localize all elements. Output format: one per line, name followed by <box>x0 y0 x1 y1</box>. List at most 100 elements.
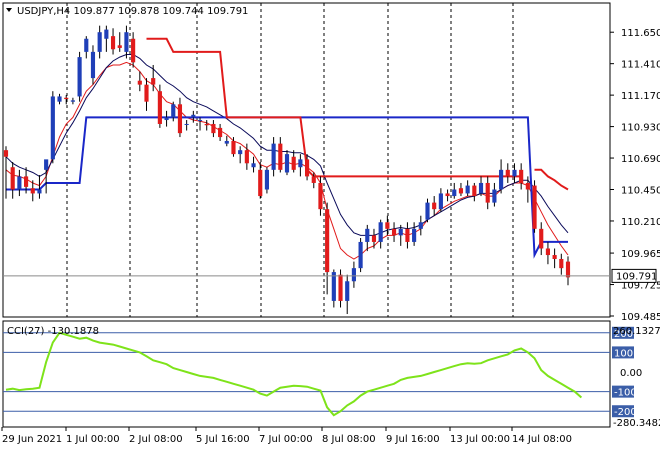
y-tick-label: 111.170 <box>621 91 660 102</box>
bear-candle <box>505 163 510 183</box>
candle-body <box>311 176 316 183</box>
bull-candle <box>57 93 62 105</box>
bull-candle <box>378 219 383 249</box>
candle-body <box>264 169 270 190</box>
bear-candle <box>545 241 551 265</box>
candle-body <box>64 97 69 100</box>
candle-body <box>565 261 571 278</box>
candle-body <box>472 185 477 197</box>
bear-candle <box>291 150 296 173</box>
bear-candle <box>258 161 263 199</box>
x-tick-label: 14 Jul 08:00 <box>512 434 572 445</box>
candle-body <box>23 176 29 187</box>
price-marks <box>3 25 610 315</box>
bull-candle <box>398 224 403 246</box>
bear-candle <box>472 182 477 202</box>
y-tick-label: 109.965 <box>621 249 660 260</box>
bear-candle <box>445 189 450 202</box>
cci-min-label: -280.3482 <box>613 418 660 429</box>
bull-candle <box>44 159 49 194</box>
bear-candle <box>458 182 464 197</box>
y-tick-label: 110.690 <box>621 154 660 165</box>
dropdown-triangle-icon[interactable] <box>6 8 12 12</box>
bear-candle <box>278 137 283 173</box>
bull-candle <box>418 215 423 236</box>
bear-candle <box>385 215 390 236</box>
candle-body <box>164 117 169 121</box>
resistance-step-line <box>146 37 569 191</box>
candle-body <box>151 78 156 85</box>
bull-candle <box>191 110 196 123</box>
bear-candle <box>532 180 537 233</box>
y-tick-label: 111.410 <box>621 60 660 71</box>
candle-body <box>385 222 390 229</box>
y-tick-label: 110.930 <box>621 123 660 134</box>
x-tick-label: 1 Jul 00:00 <box>66 434 120 445</box>
bear-candle <box>485 176 490 210</box>
y-tick-label: 110.210 <box>621 217 660 228</box>
cci-level-label: -100 <box>614 388 637 399</box>
candle-body <box>398 228 403 236</box>
bull-candle <box>17 169 22 197</box>
bull-candle <box>171 101 176 122</box>
candle-body <box>238 150 243 155</box>
candle-body <box>191 114 196 118</box>
bull-candle <box>438 188 443 212</box>
bull-candle <box>264 167 270 194</box>
candle-body <box>512 169 517 177</box>
candle-body <box>184 123 189 125</box>
candle-body <box>57 96 62 102</box>
price-grid <box>66 3 514 427</box>
candle-body <box>438 193 443 210</box>
bull-candle <box>164 110 169 127</box>
cci-level-lines <box>3 332 610 412</box>
bull-candle <box>90 45 96 85</box>
bull-candle <box>70 97 75 105</box>
bull-candle <box>499 159 504 194</box>
candle-body <box>157 91 162 124</box>
bull-candle <box>197 117 203 131</box>
candle-body <box>331 272 336 301</box>
bull-candle <box>351 261 356 288</box>
candle-body <box>131 38 136 63</box>
candle-body <box>291 156 296 170</box>
candle-body <box>545 248 551 256</box>
bull-candle <box>50 91 55 164</box>
bull-candle <box>298 154 303 177</box>
candle-body <box>17 176 22 190</box>
candle-body <box>365 228 370 242</box>
cci-level-label: -200 <box>614 407 637 418</box>
bull-candle <box>84 36 89 59</box>
candle-body <box>445 193 450 197</box>
bull-candle <box>224 135 229 147</box>
candle-body <box>318 182 323 210</box>
bull-candle <box>184 120 189 131</box>
bull-candle <box>124 25 129 59</box>
candle-body <box>278 143 283 170</box>
x-tick-label: 2 Jul 08:00 <box>129 434 183 445</box>
bear-candle <box>3 146 9 199</box>
bear-candle <box>110 28 116 55</box>
price-panel: 111.650 111.410 111.170 110.930 110.690 110.4… <box>2 2 660 427</box>
chart-header: USDJPY,H4 109.877 109.878 109.744 109.79… <box>6 6 248 17</box>
candle-body <box>211 123 216 134</box>
candle-body <box>452 189 457 197</box>
candle-body <box>117 45 122 48</box>
candle-body <box>378 222 383 242</box>
y-tick-label: 109.485 <box>621 312 660 323</box>
price-axis: 111.650 111.410 111.170 110.930 110.690 110.4… <box>610 28 660 323</box>
bull-candle <box>238 146 243 164</box>
bear-candle <box>405 222 410 249</box>
candle-body <box>10 167 15 190</box>
candle-body <box>304 159 310 177</box>
bear-candle <box>157 84 162 128</box>
cci-level-tag <box>612 326 634 339</box>
candle-body <box>492 189 497 203</box>
cci-level-tags: 200 100 -100 -200 0.00 <box>612 326 642 418</box>
candle-body <box>258 169 263 197</box>
candle-body <box>525 182 530 190</box>
bull-candle <box>104 25 109 52</box>
cci-panel: 200 100 -100 -200 0.00 CCI(27) -130.1878 260… <box>2 320 660 429</box>
bull-candle <box>345 274 350 315</box>
bear-candle <box>391 222 397 242</box>
